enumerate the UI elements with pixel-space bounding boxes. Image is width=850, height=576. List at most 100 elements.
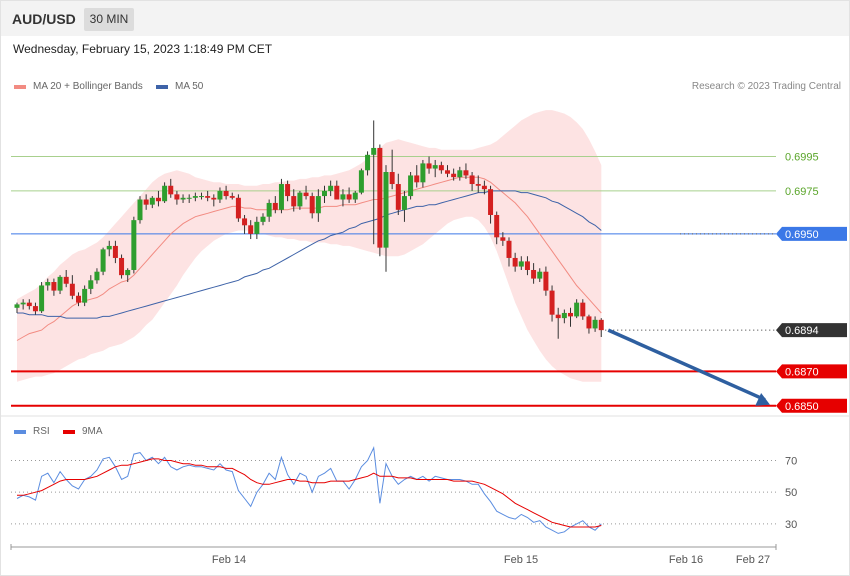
candle — [389, 149, 395, 190]
rsi-line — [16, 446, 602, 534]
candle-body — [512, 257, 518, 267]
candle — [223, 185, 229, 200]
candle — [309, 192, 315, 219]
last-price-tag — [776, 323, 847, 338]
candle-body — [285, 184, 291, 197]
candle — [426, 156, 432, 174]
candle — [352, 190, 358, 203]
candle — [69, 275, 75, 300]
candle-body — [174, 194, 180, 200]
candle — [303, 185, 309, 200]
candle-body — [82, 288, 88, 303]
candle-body — [371, 147, 377, 155]
candle — [199, 192, 204, 200]
candle — [88, 275, 94, 295]
candle-body — [352, 192, 358, 200]
candle-body — [561, 312, 567, 319]
candle — [186, 194, 192, 203]
candle-body — [592, 319, 598, 329]
candle — [574, 299, 580, 319]
candle — [445, 165, 450, 178]
arrow-head — [755, 392, 770, 406]
candle-body — [51, 282, 57, 291]
candle — [549, 285, 555, 322]
candle-body — [340, 194, 346, 200]
candle — [112, 240, 118, 264]
candle-body — [463, 170, 469, 176]
credit-text: Research © 2023 Trading Central — [691, 81, 841, 92]
candle-body — [278, 184, 284, 210]
candle-body — [186, 197, 192, 199]
candle-body — [549, 290, 555, 315]
candle-body — [328, 185, 334, 191]
candle — [297, 190, 303, 210]
candle — [119, 254, 125, 279]
candle — [174, 190, 180, 205]
candle — [82, 285, 88, 307]
candle-body — [69, 283, 75, 296]
candle-body — [106, 245, 112, 250]
rsi-legend-swatch — [14, 430, 26, 434]
candle-body — [266, 202, 272, 217]
candle — [531, 263, 537, 284]
candle-body — [543, 271, 549, 291]
candle-body — [20, 302, 26, 305]
x-tick-label: Feb 15 — [504, 554, 538, 566]
candle-body — [598, 319, 604, 331]
candle — [358, 168, 364, 195]
candle-body — [125, 269, 131, 276]
ma50-line — [17, 190, 602, 319]
candle-body — [518, 261, 524, 267]
candle-body — [500, 237, 506, 241]
candle-body — [57, 276, 63, 291]
candle — [211, 194, 217, 207]
candle-body — [303, 192, 309, 197]
candle-body — [100, 249, 106, 272]
x-tick-label: Feb 16 — [669, 554, 703, 566]
candle — [94, 268, 100, 284]
level-label-0.6850: 0.6850 — [785, 401, 819, 413]
ma50-legend-swatch — [156, 85, 168, 89]
candle-body — [235, 197, 241, 219]
candle — [500, 232, 506, 246]
candle-body — [242, 218, 248, 226]
candle-body — [180, 197, 186, 200]
candle-body — [358, 170, 364, 193]
candle-body — [248, 225, 254, 234]
candle-body — [76, 295, 81, 303]
candle-body — [469, 175, 475, 185]
candle-body — [291, 196, 297, 207]
candle — [125, 268, 131, 283]
candle-body — [365, 154, 371, 171]
rsi-tick-label: 30 — [785, 519, 797, 531]
candle — [537, 268, 543, 283]
candle — [365, 151, 371, 176]
candle-body — [199, 196, 204, 198]
candle-body — [297, 192, 303, 207]
candle — [131, 216, 137, 274]
candle-body — [481, 185, 487, 190]
candle-body — [395, 184, 401, 210]
candle-body — [309, 196, 315, 214]
candle — [20, 299, 26, 310]
x-tick-label: Feb 14 — [212, 554, 246, 566]
rsi-ma-line — [17, 458, 602, 528]
candle — [137, 196, 143, 224]
candle — [457, 166, 463, 181]
candle — [76, 292, 81, 307]
candle — [285, 180, 291, 202]
candle-body — [574, 302, 580, 317]
candle-body — [426, 163, 432, 169]
candle-body — [451, 173, 457, 178]
candle-body — [383, 172, 389, 248]
timeframe-badge[interactable]: 30 MIN — [84, 8, 134, 31]
candle-body — [537, 271, 543, 279]
candle — [592, 316, 598, 332]
candle — [494, 211, 500, 245]
candle-body — [420, 163, 426, 183]
candle-body — [143, 199, 149, 205]
candle-body — [389, 172, 395, 185]
level-label-0.6995: 0.6995 — [785, 152, 819, 164]
candle — [481, 180, 487, 195]
candle — [63, 269, 69, 288]
